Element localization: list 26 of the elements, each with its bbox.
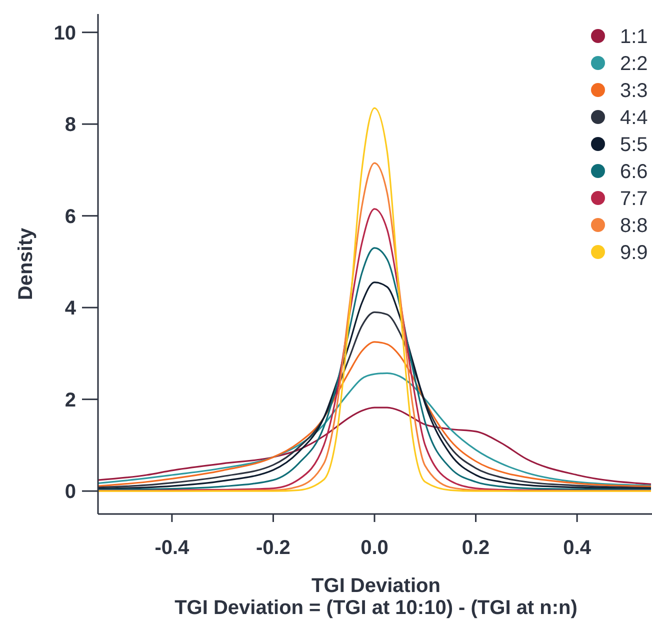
x-tick-label: 0.2 bbox=[462, 537, 490, 559]
y-tick-label: 4 bbox=[64, 298, 77, 320]
legend-label: 5:5 bbox=[620, 134, 648, 156]
x-tick-label: 0.0 bbox=[360, 537, 388, 559]
line-series bbox=[97, 406, 652, 485]
legend-label: 7:7 bbox=[620, 188, 648, 210]
y-axis-title: Density bbox=[15, 227, 37, 300]
x-tick-label: -0.4 bbox=[154, 537, 190, 559]
line-series bbox=[97, 372, 652, 486]
legend-label: 2:2 bbox=[620, 53, 648, 75]
x-tick-label: -0.2 bbox=[256, 537, 290, 559]
legend-label: 1:1 bbox=[620, 26, 648, 48]
x-axis-title: TGI Deviation bbox=[312, 575, 440, 597]
y-tick-label: 6 bbox=[64, 206, 76, 228]
y-tick-label: 8 bbox=[64, 114, 76, 136]
x-tick-label: 0.4 bbox=[563, 537, 592, 559]
legend-label: 4:4 bbox=[620, 107, 648, 129]
legend-label: 3:3 bbox=[620, 80, 648, 102]
y-tick-label: 2 bbox=[64, 389, 76, 412]
line-series bbox=[97, 341, 652, 488]
y-tick-label: 0 bbox=[64, 481, 76, 504]
legend-label: 8:8 bbox=[620, 215, 648, 237]
y-tick-label: 10 bbox=[54, 22, 76, 44]
legend-label: 6:6 bbox=[620, 161, 648, 183]
text: TGI Deviation = (TGI at 10:10) - (TGI at n:n) bbox=[174, 597, 578, 619]
legend-label: 9:9 bbox=[620, 242, 648, 264]
